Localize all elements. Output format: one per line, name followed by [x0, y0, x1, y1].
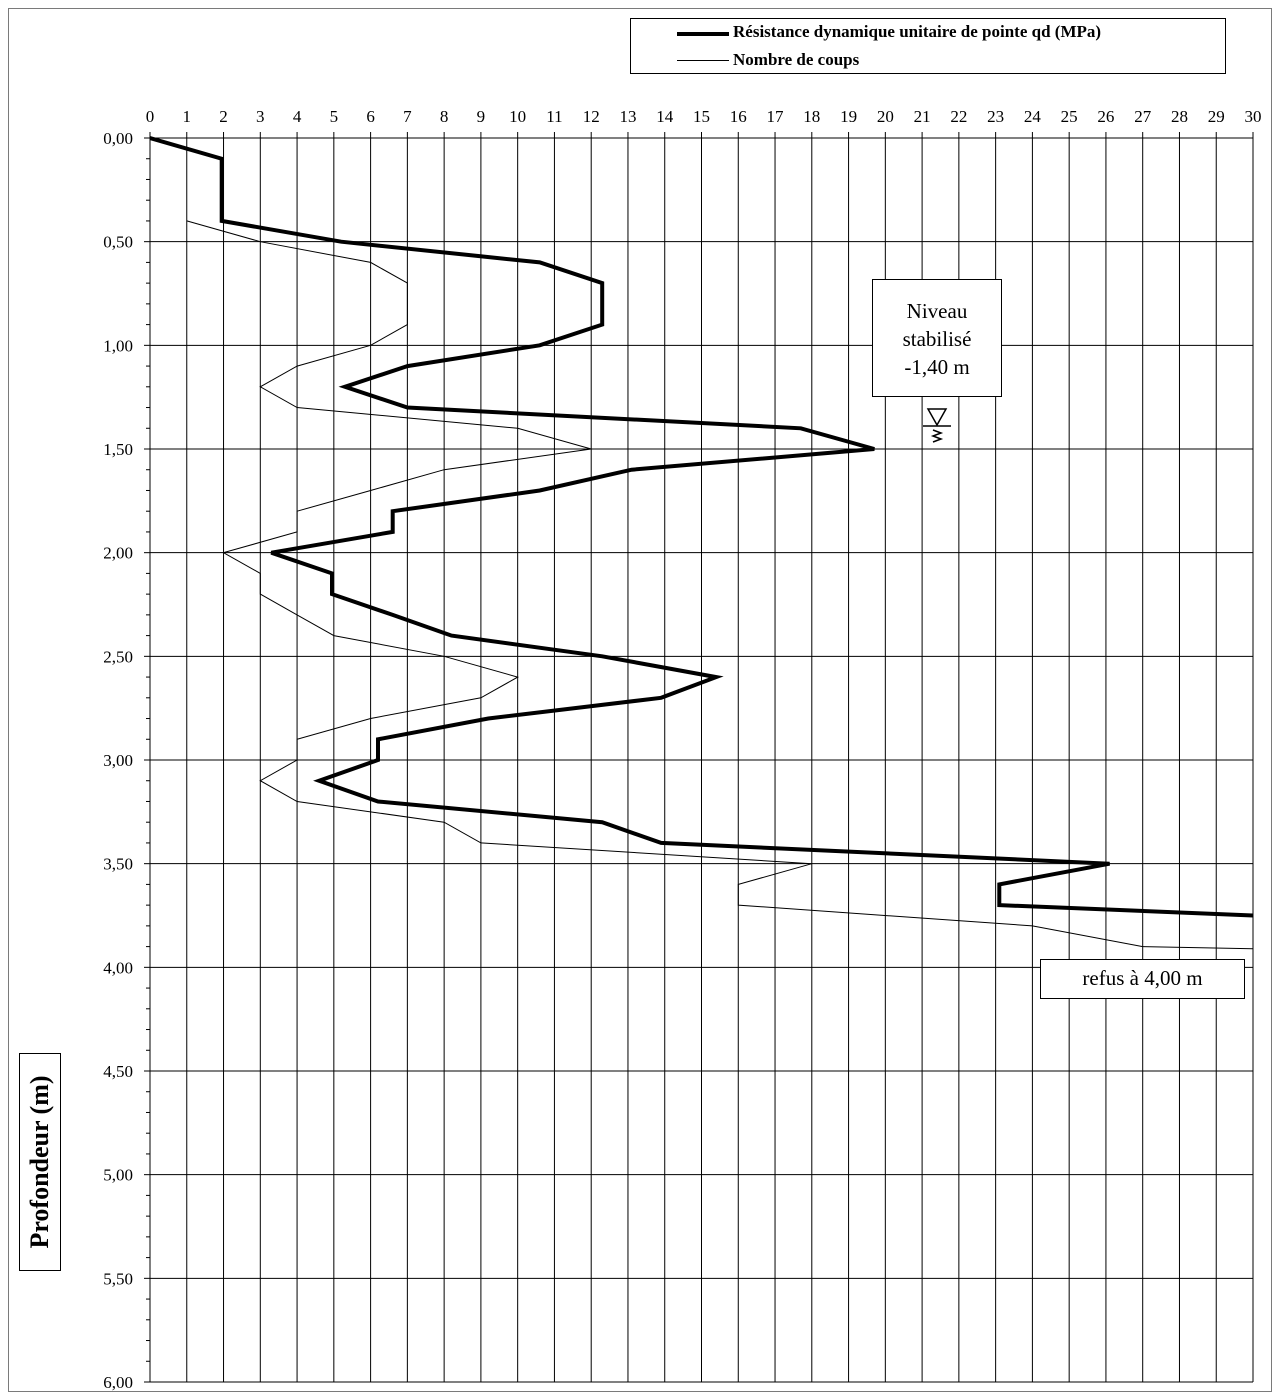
x-tick-label: 26: [1097, 107, 1114, 126]
x-tick-label: 4: [293, 107, 302, 126]
y-tick-label: 0,50: [103, 233, 133, 252]
y-tick-label: 2,50: [103, 647, 133, 666]
y-tick-label: 2,00: [103, 544, 133, 563]
legend-entry-qd: Résistance dynamique unitaire de pointe …: [631, 22, 1225, 42]
x-tick-label: 29: [1208, 107, 1225, 126]
x-tick-label: 27: [1134, 107, 1152, 126]
y-tick-label: 5,50: [103, 1269, 133, 1288]
x-tick-label: 12: [583, 107, 600, 126]
x-tick-label: 23: [987, 107, 1004, 126]
x-tick-label: 24: [1024, 107, 1042, 126]
x-tick-label: 25: [1061, 107, 1078, 126]
legend: Résistance dynamique unitaire de pointe …: [630, 18, 1226, 74]
y-minor-ticks: [146, 158, 150, 1362]
legend-swatch-qd: [677, 32, 729, 36]
x-tick-label: 18: [803, 107, 820, 126]
water-level-triangle: [926, 408, 948, 427]
water-level-hatch: [930, 429, 944, 443]
x-tick-label: 22: [950, 107, 967, 126]
x-tick-label: 3: [256, 107, 265, 126]
water-level-line-2: stabilisé: [902, 327, 972, 351]
x-tick-label: 13: [619, 107, 636, 126]
grid-layer: [144, 132, 1254, 1383]
x-tick-label: 9: [477, 107, 486, 126]
x-tick-label: 6: [366, 107, 375, 126]
y-tick-label: 1,50: [103, 440, 133, 459]
series-line-qd: [150, 136, 1254, 918]
y-tick-label: 4,00: [103, 958, 133, 977]
x-tick-label: 21: [914, 107, 931, 126]
x-tick-label: 5: [330, 107, 339, 126]
x-tick-label: 20: [877, 107, 894, 126]
y-tick-label: 3,00: [103, 751, 133, 770]
chart-frame: [8, 8, 1272, 1392]
x-tick-label: 7: [403, 107, 412, 126]
y-tick-label: 1,00: [103, 336, 133, 355]
x-tick-label: 19: [840, 107, 857, 126]
y-tick-labels: 0,00 0,50 1,00 1,50 2,00 2,50 3,00 3,50 4,00 4,50…: [103, 129, 133, 1392]
legend-label-coups: Nombre de coups: [733, 50, 860, 69]
x-tick-label: 2: [219, 107, 228, 126]
y-tick-label: 5,00: [103, 1166, 133, 1185]
y-tick-label: 4,50: [103, 1062, 133, 1081]
y-tick-label: 3,50: [103, 855, 133, 874]
x-tick-labels: 0 1 2 3 4 5 6 7 8 9 10 11 12 13 14 15 16 17 18 19 20 21 22 23 24…: [146, 107, 1262, 126]
y-axis-label-box: Profondeur (m): [19, 1053, 61, 1271]
x-tick-label: 14: [656, 107, 674, 126]
water-level-line-1: Niveau: [906, 299, 968, 323]
refusal-annotation: refus à 4,00 m: [1040, 959, 1245, 999]
legend-swatch-coups: [677, 60, 729, 61]
series-line-coups: [186, 220, 1254, 950]
x-tick-label: 10: [509, 107, 526, 126]
legend-label-qd: Résistance dynamique unitaire de pointe …: [733, 22, 1102, 41]
refusal-text: refus à 4,00 m: [1082, 966, 1203, 990]
x-tick-label: 8: [440, 107, 449, 126]
y-tick-label: 0,00: [103, 129, 133, 148]
x-tick-label: 17: [767, 107, 785, 126]
x-tick-label: 1: [183, 107, 192, 126]
y-axis-label: Profondeur (m): [25, 1075, 54, 1249]
water-level-icon: [923, 408, 951, 443]
x-tick-label: 11: [546, 107, 562, 126]
water-level-annotation: Niveau stabilisé -1,40 m: [872, 279, 1002, 397]
x-tick-label: 0: [146, 107, 155, 126]
x-tick-label: 28: [1171, 107, 1188, 126]
x-tick-label: 16: [730, 107, 747, 126]
legend-entry-coups: Nombre de coups: [631, 50, 1225, 70]
water-level-line-3: -1,40 m: [904, 355, 970, 379]
x-tick-label: 15: [693, 107, 710, 126]
x-tick-label: 30: [1245, 107, 1262, 126]
y-tick-label: 6,00: [103, 1373, 133, 1392]
series-layer: [150, 136, 1254, 950]
